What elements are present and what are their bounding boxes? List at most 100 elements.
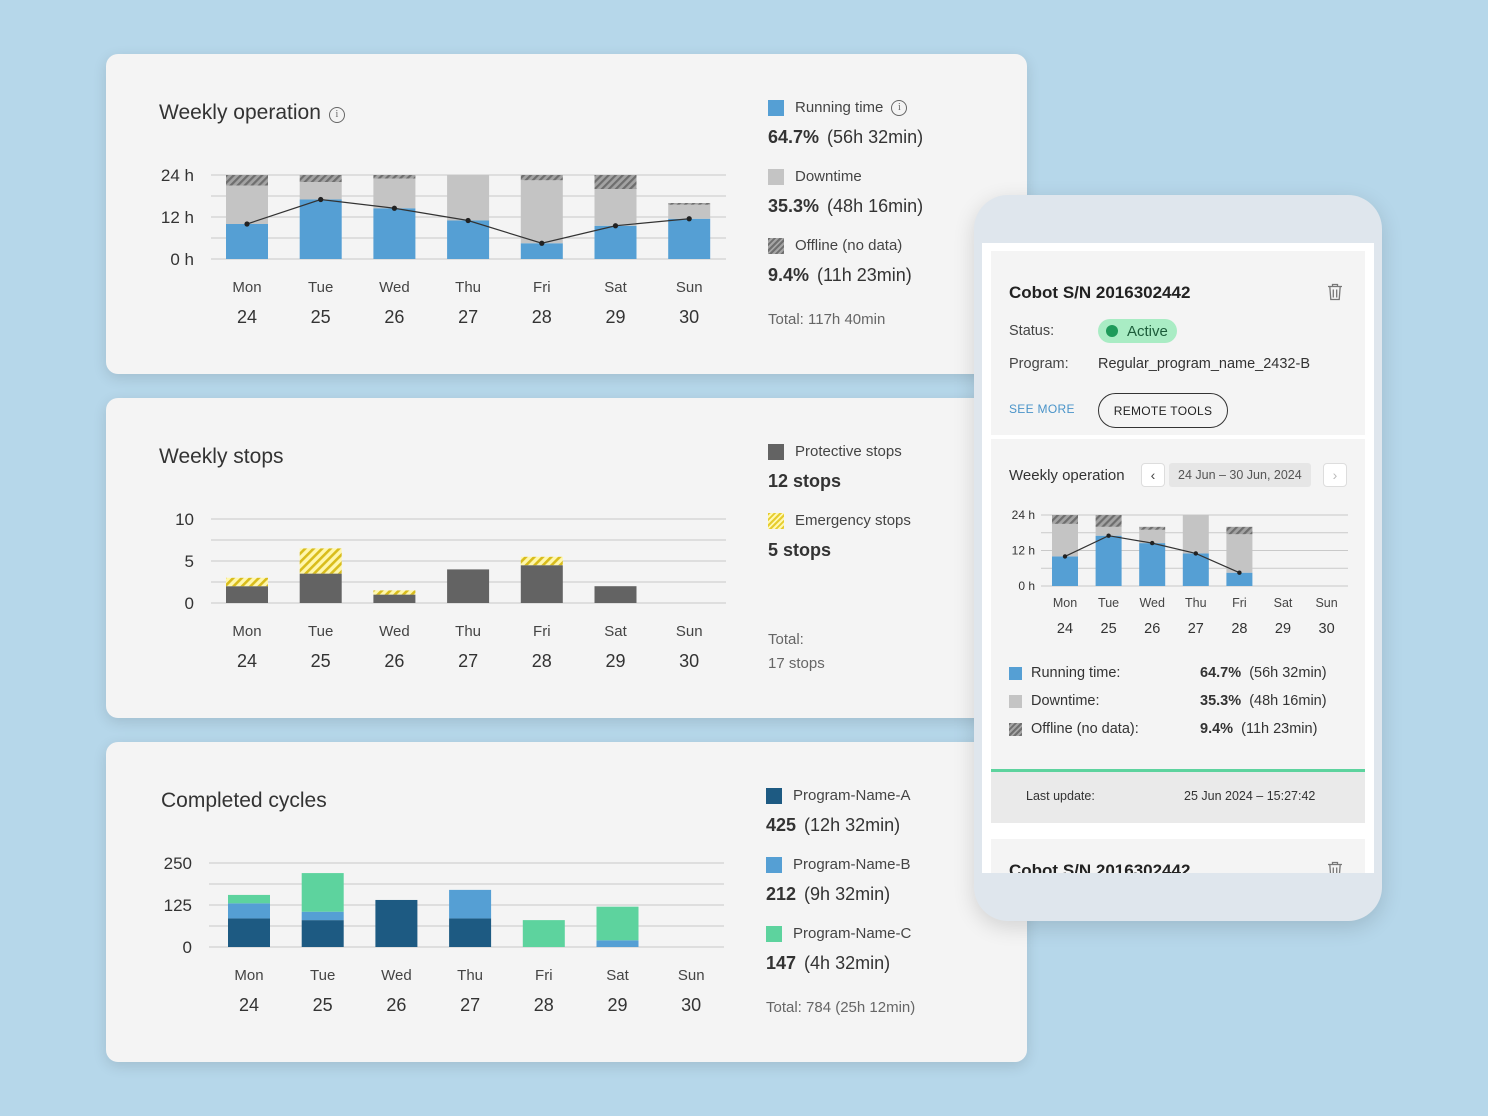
weekly-operation-card: Weekly operation i 24 h 12 h 0 h Mon 24 Tue 25 W…	[106, 54, 1027, 374]
x-tick-date: 24	[239, 995, 259, 1015]
weekly-stops-legend: Protective stops 12 stops Emergency stop…	[768, 398, 1018, 718]
x-tick-day: Wed	[381, 967, 412, 984]
bar-segment	[1139, 543, 1166, 586]
completed-cycles-legend: Program-Name-A 425 (12h 32min) Program-Na…	[766, 742, 1016, 1062]
info-icon[interactable]: i	[891, 99, 908, 116]
mobile-operation-title: Weekly operation	[1009, 467, 1125, 484]
stops-total-label: Total:	[768, 631, 804, 648]
weekly-operation-title: Weekly operation i	[159, 101, 345, 125]
x-tick-date: 27	[460, 995, 480, 1015]
remote-tools-button[interactable]: REMOTE TOOLS	[1098, 393, 1228, 428]
x-tick-day: Tue	[308, 623, 333, 640]
x-tick-day: Fri	[1232, 596, 1247, 610]
x-tick-day: Fri	[533, 623, 551, 640]
downtime-swatch	[1009, 694, 1022, 708]
offline-swatch	[1009, 722, 1022, 736]
bar-segment	[373, 590, 416, 595]
x-tick-day: Thu	[455, 279, 481, 296]
x-tick-date: 27	[458, 307, 478, 327]
mobile-weekly-operation: Weekly operation ‹ 24 Jun – 30 Jun, 2024…	[991, 439, 1365, 769]
x-tick-date: 27	[1188, 621, 1204, 637]
bar-segment	[522, 920, 565, 947]
x-tick-day: Wed	[1139, 596, 1165, 610]
trend-point	[612, 223, 619, 229]
prev-week-button[interactable]: ‹	[1141, 463, 1165, 487]
legend-emergency-stops: Emergency stops	[768, 512, 911, 529]
bar-segment	[520, 180, 563, 244]
bar-segment	[447, 220, 490, 259]
mobile-offline-value: 9.4% (11h 23min)	[1200, 721, 1318, 737]
x-tick-day: Mon	[232, 279, 261, 296]
bar-segment	[299, 182, 342, 200]
x-tick-date: 26	[384, 651, 404, 671]
bar-segment	[1095, 526, 1122, 536]
offline-swatch	[768, 237, 784, 254]
bar-segment	[449, 889, 492, 919]
x-tick-date: 25	[1101, 621, 1117, 637]
mobile-downtime-value: 35.3% (48h 16min)	[1200, 693, 1327, 709]
program-c-swatch	[766, 925, 782, 942]
x-tick-date: 30	[679, 307, 699, 327]
y-tick-label: 0 h	[170, 250, 194, 269]
y-tick-label: 250	[164, 854, 192, 873]
y-tick-label: 10	[175, 510, 194, 529]
trash-icon[interactable]	[1327, 861, 1343, 873]
bar-segment	[299, 175, 342, 182]
y-tick-label: 0	[185, 594, 194, 613]
info-icon[interactable]: i	[328, 107, 345, 123]
x-tick-date: 26	[384, 307, 404, 327]
bar-segment	[1139, 526, 1166, 530]
x-tick-day: Thu	[457, 967, 483, 984]
program-c-value: 147 (4h 32min)	[766, 953, 891, 973]
trend-point	[1150, 540, 1155, 546]
mobile-operation-chart: 24 h 12 h 0 h Mon 24 Tue 25 Wed 26 Thu 27 Fri 28 Sat 2…	[1012, 508, 1348, 637]
x-tick-date: 25	[311, 651, 331, 671]
bar-segment	[520, 556, 563, 566]
protective-stops-value: 12 stops	[768, 471, 842, 491]
legend-program-a: Program-Name-A	[766, 787, 911, 804]
trend-point	[1237, 570, 1242, 575]
y-tick-label: 0	[183, 938, 192, 957]
legend-running-time: Running time i	[768, 99, 908, 116]
x-tick-date: 29	[607, 995, 627, 1015]
bar-segment	[226, 224, 268, 259]
trash-icon[interactable]	[1327, 283, 1343, 301]
bar-segment	[668, 218, 711, 259]
x-tick-date: 27	[458, 651, 478, 671]
last-update-bar: Last update: 25 Jun 2024 – 15:27:42	[991, 769, 1365, 823]
x-tick-date: 24	[1057, 621, 1073, 637]
x-tick-day: Mon	[1053, 596, 1077, 610]
bar-segment	[373, 208, 416, 259]
bar-segment	[1182, 553, 1209, 586]
bar-segment	[228, 903, 270, 919]
bar-segment	[226, 586, 268, 603]
mobile-running-value: 64.7% (56h 32min)	[1200, 665, 1327, 681]
see-more-link[interactable]: SEE MORE	[1009, 402, 1075, 416]
stops-total-value: 17 stops	[768, 655, 825, 672]
next-week-button[interactable]: ›	[1323, 463, 1347, 487]
x-tick-date: 29	[605, 651, 625, 671]
mobile-screen[interactable]: Cobot S/N 2016302442 Status: Active Prog…	[982, 243, 1374, 873]
running-time-value: 64.7% (56h 32min)	[768, 127, 924, 147]
mobile-legend-running: Running time:	[1009, 665, 1120, 681]
bar-segment	[301, 911, 344, 921]
bar-segment	[668, 203, 711, 205]
bar-segment	[226, 185, 268, 224]
y-tick-label: 125	[164, 896, 192, 915]
bar-segment	[373, 178, 416, 209]
x-tick-day: Sat	[604, 279, 627, 296]
bar-segment	[594, 586, 637, 603]
trend-point	[465, 217, 471, 224]
bar-segment	[594, 189, 637, 226]
x-tick-day: Wed	[379, 279, 410, 296]
trend-point	[1193, 551, 1198, 556]
active-dot	[1106, 325, 1118, 337]
bar-segment	[1226, 526, 1253, 535]
x-tick-day: Sat	[1274, 596, 1293, 610]
completed-cycles-title: Completed cycles	[161, 789, 327, 812]
weekly-operation-legend: Running time i 64.7% (56h 32min) Downtime …	[768, 54, 1018, 374]
x-tick-day: Mon	[232, 623, 261, 640]
next-cobot-card[interactable]: Cobot S/N 2016302442	[991, 839, 1365, 873]
operation-total: Total: 117h 40min	[768, 311, 886, 328]
x-tick-day: Tue	[310, 967, 335, 984]
